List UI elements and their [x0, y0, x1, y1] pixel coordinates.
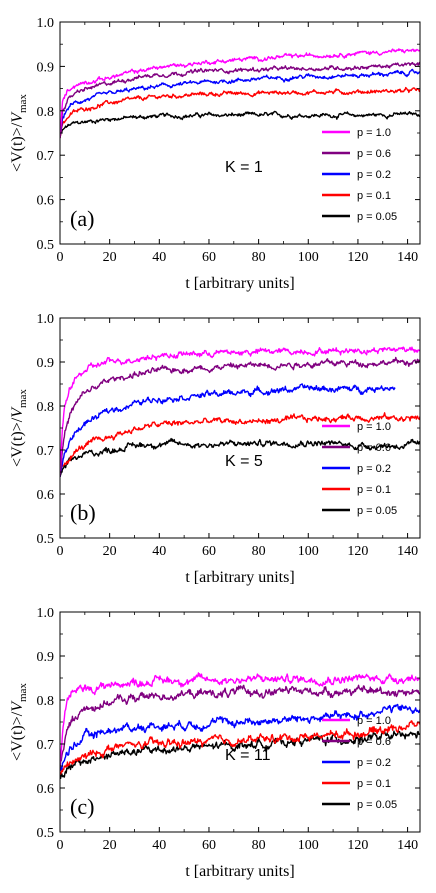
y-tick-label: 0.9: [37, 60, 55, 75]
panel-2: 0.5 0.6 0.7 0.8 0.9 1.0 0 20 40 60 80 100 120 140 t [a…: [9, 312, 421, 586]
y-tick-label: 0.6: [37, 194, 55, 209]
legend-label: p = 1.0: [357, 715, 391, 727]
series-group: [60, 48, 420, 139]
series-line-4: [60, 86, 420, 139]
legend-label: p = 0.1: [357, 484, 391, 496]
y-axis-label: <V(t)>/Vmax: [9, 683, 29, 761]
y-tick-label: 0.8: [37, 400, 55, 415]
y-tick-label: 0.5: [37, 532, 55, 547]
x-tick-label: 0: [57, 544, 64, 559]
legend-label: p = 0.6: [357, 148, 391, 160]
y-axis-label: <V(t)>/Vmax: [9, 94, 29, 172]
x-axis-label: t [arbitrary units]: [185, 569, 294, 586]
y-tick-label: 1.0: [37, 606, 55, 621]
y-tick-label: 0.9: [37, 650, 55, 665]
x-axis-label: t [arbitrary units]: [185, 863, 294, 880]
x-tick-label: 40: [152, 838, 166, 853]
k-annotation: K = 11: [225, 747, 271, 764]
panel-label: (b): [70, 500, 96, 525]
legend-label: p = 0.1: [357, 778, 391, 790]
series-line-4: [60, 720, 420, 776]
y-tick-label: 0.7: [37, 738, 55, 753]
y-tick-label: 0.6: [37, 782, 55, 797]
y-tick-label: 0.6: [37, 488, 55, 503]
series-line-3: [60, 383, 396, 477]
x-tick-label: 0: [57, 838, 64, 853]
legend-label: p = 0.2: [357, 169, 391, 181]
series-line-3: [60, 703, 420, 772]
x-tick-label: 40: [152, 544, 166, 559]
legend: p = 1.0 p = 0.6 p = 0.2 p = 0.1 p = 0.05: [322, 127, 397, 223]
k-annotation: K = 5: [225, 453, 263, 470]
legend: p = 1.0 p = 0.6 p = 0.2 p = 0.1 p = 0.05: [322, 715, 397, 811]
x-tick-label: 60: [202, 250, 216, 265]
legend-label: p = 0.6: [357, 442, 391, 454]
x-tick-label: 140: [397, 838, 418, 853]
series-group: [60, 672, 420, 780]
y-tick-label: 0.5: [37, 238, 55, 253]
panel-1: 0.5 0.6 0.7 0.8 0.9 1.0 0 20 40 60 80 100 120 140 t [a…: [9, 16, 421, 292]
panel-3: 0.5 0.6 0.7 0.8 0.9 1.0 0 20 40 60 80 100 120 140 t [a…: [9, 606, 421, 880]
x-tick-label: 40: [152, 250, 166, 265]
y-tick-label: 0.5: [37, 826, 55, 841]
series-line-5: [60, 110, 420, 138]
legend-label: p = 0.05: [357, 799, 397, 811]
x-tick-label: 20: [103, 250, 117, 265]
y-tick-label: 1.0: [37, 16, 55, 31]
y-tick-label: 0.8: [37, 105, 55, 120]
x-tick-label: 100: [298, 544, 319, 559]
x-tick-label: 100: [298, 250, 319, 265]
y-axis-label: <V(t)>/Vmax: [9, 389, 29, 467]
x-tick-label: 60: [202, 544, 216, 559]
legend-label: p = 0.2: [357, 463, 391, 475]
x-tick-label: 120: [347, 838, 368, 853]
y-tick-label: 0.7: [37, 444, 55, 459]
legend-label: p = 0.1: [357, 190, 391, 202]
x-axis-label: t [arbitrary units]: [185, 275, 294, 292]
y-tick-label: 0.8: [37, 694, 55, 709]
series-line-2: [60, 356, 420, 477]
series-line-5: [60, 437, 420, 478]
x-tick-label: 20: [103, 544, 117, 559]
legend-label: p = 0.6: [357, 736, 391, 748]
series-group: [60, 346, 420, 478]
series-line-1: [60, 48, 420, 138]
panel-label: (a): [70, 206, 94, 231]
x-tick-label: 0: [57, 250, 64, 265]
y-tick-label: 0.7: [37, 149, 55, 164]
series-line-1: [60, 672, 420, 766]
series-line-5: [60, 729, 420, 780]
x-tick-label: 80: [252, 838, 266, 853]
series-line-4: [60, 412, 420, 476]
x-tick-label: 80: [252, 544, 266, 559]
x-tick-label: 140: [397, 250, 418, 265]
y-tick-label: 0.9: [37, 356, 55, 371]
panel-label: (c): [70, 794, 94, 819]
legend-label: p = 0.05: [357, 505, 397, 517]
series-line-2: [60, 684, 420, 768]
x-tick-label: 120: [347, 250, 368, 265]
legend-label: p = 0.05: [357, 211, 397, 223]
x-tick-label: 140: [397, 544, 418, 559]
x-tick-label: 120: [347, 544, 368, 559]
series-line-3: [60, 68, 420, 138]
legend-label: p = 1.0: [357, 421, 391, 433]
x-tick-label: 100: [298, 838, 319, 853]
x-tick-label: 60: [202, 838, 216, 853]
y-tick-label: 1.0: [37, 312, 55, 327]
series-line-2: [60, 61, 420, 139]
k-annotation: K = 1: [225, 159, 263, 176]
x-tick-label: 80: [252, 250, 266, 265]
x-tick-label: 20: [103, 838, 117, 853]
legend: p = 1.0 p = 0.6 p = 0.2 p = 0.1 p = 0.05: [322, 421, 397, 517]
legend-label: p = 1.0: [357, 127, 391, 139]
legend-label: p = 0.2: [357, 757, 391, 769]
series-line-1: [60, 346, 420, 475]
